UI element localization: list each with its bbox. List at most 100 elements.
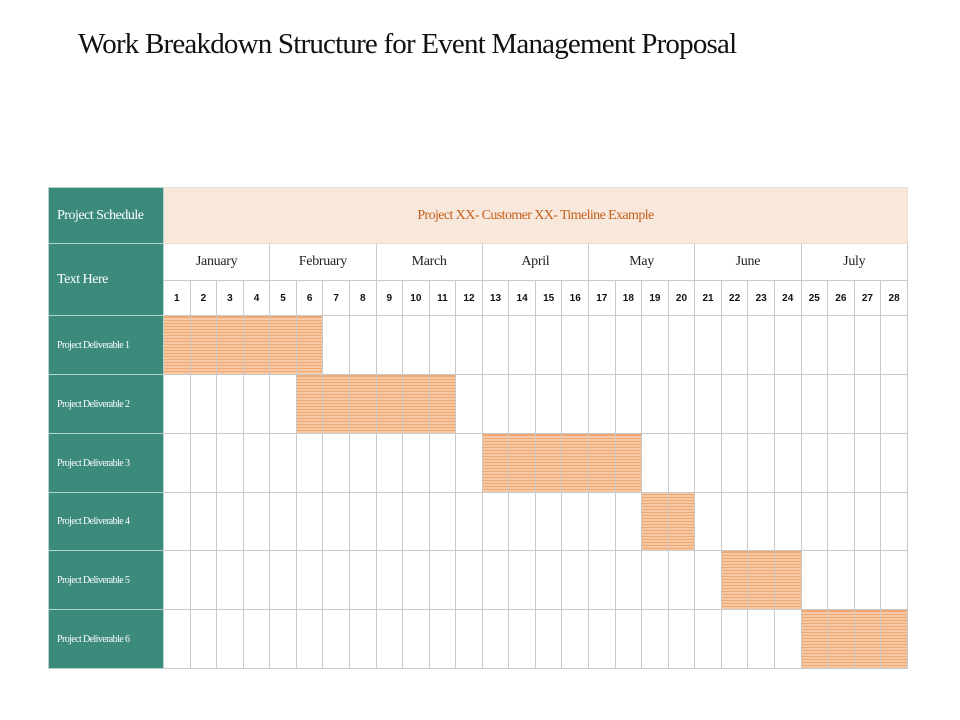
timeline-cell xyxy=(189,433,218,493)
month-header: May xyxy=(587,243,696,281)
timeline-cell xyxy=(375,492,404,551)
week-number: 13 xyxy=(481,280,510,316)
timeline-cell xyxy=(242,550,271,610)
timeline-cell xyxy=(295,492,324,551)
gantt-bar-cell xyxy=(508,433,536,493)
timeline-cell xyxy=(800,374,829,434)
timeline-cell xyxy=(163,374,191,434)
header-row: Project Schedule Project XX- Customer XX… xyxy=(48,187,908,244)
week-number: 26 xyxy=(827,280,855,316)
timeline-cell xyxy=(428,609,457,669)
timeline-cell xyxy=(667,374,696,434)
timeline-cell xyxy=(455,550,483,610)
timeline-cell xyxy=(269,374,297,434)
timeline-cell xyxy=(614,374,643,434)
month-header: July xyxy=(800,243,908,281)
gantt-bar-cell xyxy=(295,315,324,375)
week-number: 4 xyxy=(242,280,271,316)
gantt-bar-cell xyxy=(534,433,563,493)
timeline-cell xyxy=(216,374,244,434)
timeline-cell xyxy=(163,550,191,610)
timeline-cell xyxy=(189,492,218,551)
timeline-cell xyxy=(455,433,483,493)
deliverable-label: Project Deliverable 5 xyxy=(48,550,164,610)
timeline-cell xyxy=(242,609,271,669)
timeline-cell xyxy=(880,492,908,551)
gantt-bar-cell xyxy=(588,433,616,493)
timeline-cell xyxy=(747,492,775,551)
timeline-cell xyxy=(588,374,616,434)
timeline-cell xyxy=(694,609,722,669)
timeline-cell xyxy=(455,315,483,375)
gantt-bar-cell xyxy=(747,550,775,610)
timeline-cell xyxy=(747,609,775,669)
timeline-cell xyxy=(534,492,563,551)
timeline-cell xyxy=(216,550,244,610)
week-number: 11 xyxy=(428,280,457,316)
timeline-cell xyxy=(694,315,722,375)
timeline-cell xyxy=(853,374,882,434)
gantt-bar-cell xyxy=(216,315,244,375)
timeline-cell xyxy=(800,550,829,610)
timeline-cell xyxy=(880,374,908,434)
timeline-cell xyxy=(322,492,350,551)
deliverable-row: Project Deliverable 5 xyxy=(48,550,908,610)
week-number: 25 xyxy=(800,280,829,316)
week-number: 22 xyxy=(720,280,749,316)
timeline-cell xyxy=(800,492,829,551)
gantt-bar-cell xyxy=(561,433,589,493)
week-number: 16 xyxy=(561,280,589,316)
timeline-cell xyxy=(827,315,855,375)
gantt-bar-cell xyxy=(720,550,749,610)
week-row: 1 2 3 4 5 6 7 8 9 10 11 12 13 14 15 16 17 18 19 20 21 22 23 24 2… xyxy=(49,280,908,316)
timeline-cell xyxy=(667,550,696,610)
timeline-cell xyxy=(322,315,350,375)
timeline-cell xyxy=(481,315,510,375)
gantt-bar-cell xyxy=(481,433,510,493)
timeline-cell xyxy=(614,315,643,375)
deliverable-row: Project Deliverable 3 xyxy=(48,433,908,493)
timeline-cell xyxy=(189,609,218,669)
timeline-cell xyxy=(720,433,749,493)
deliverable-row: Project Deliverable 1 xyxy=(48,315,908,375)
timeline-cell xyxy=(561,609,589,669)
timeline-cell xyxy=(402,550,430,610)
timeline-cell xyxy=(269,492,297,551)
gantt-bar-cell xyxy=(322,374,350,434)
timeline-cell xyxy=(269,550,297,610)
deliverable-row: Project Deliverable 4 xyxy=(48,492,908,551)
timeline-cell xyxy=(773,433,802,493)
gantt-bar-cell xyxy=(853,609,882,669)
timeline-cell xyxy=(641,315,669,375)
timeline-cell xyxy=(216,492,244,551)
week-number: 1 xyxy=(163,280,191,316)
deliverable-label: Project Deliverable 2 xyxy=(48,374,164,434)
timeline-cell xyxy=(880,315,908,375)
week-number: 15 xyxy=(534,280,563,316)
timeline-cell xyxy=(880,433,908,493)
timeline-cell xyxy=(455,609,483,669)
gantt-table: Project Schedule Project XX- Customer XX… xyxy=(48,187,908,669)
gantt-bar-cell xyxy=(375,374,404,434)
deliverable-label: Project Deliverable 3 xyxy=(48,433,164,493)
week-number: 28 xyxy=(880,280,908,316)
week-number: 9 xyxy=(375,280,404,316)
timeline-cell xyxy=(269,433,297,493)
week-number: 21 xyxy=(694,280,722,316)
timeline-cell xyxy=(641,433,669,493)
timeline-cell xyxy=(694,374,722,434)
deliverable-row: Project Deliverable 2 xyxy=(48,374,908,434)
week-number: 20 xyxy=(667,280,696,316)
timeline-cell xyxy=(295,609,324,669)
timeline-cell xyxy=(747,315,775,375)
deliverable-label: Project Deliverable 6 xyxy=(48,609,164,669)
timeline-cell xyxy=(588,315,616,375)
deliverable-label: Project Deliverable 4 xyxy=(48,492,164,551)
timeline-cell xyxy=(800,433,829,493)
timeline-cell xyxy=(534,374,563,434)
month-row: Text Here January February March April May Ju… xyxy=(48,243,908,316)
week-number: 17 xyxy=(588,280,616,316)
gantt-bar-cell xyxy=(641,492,669,551)
month-row-label: Text Here xyxy=(48,243,164,316)
timeline-cell xyxy=(827,374,855,434)
